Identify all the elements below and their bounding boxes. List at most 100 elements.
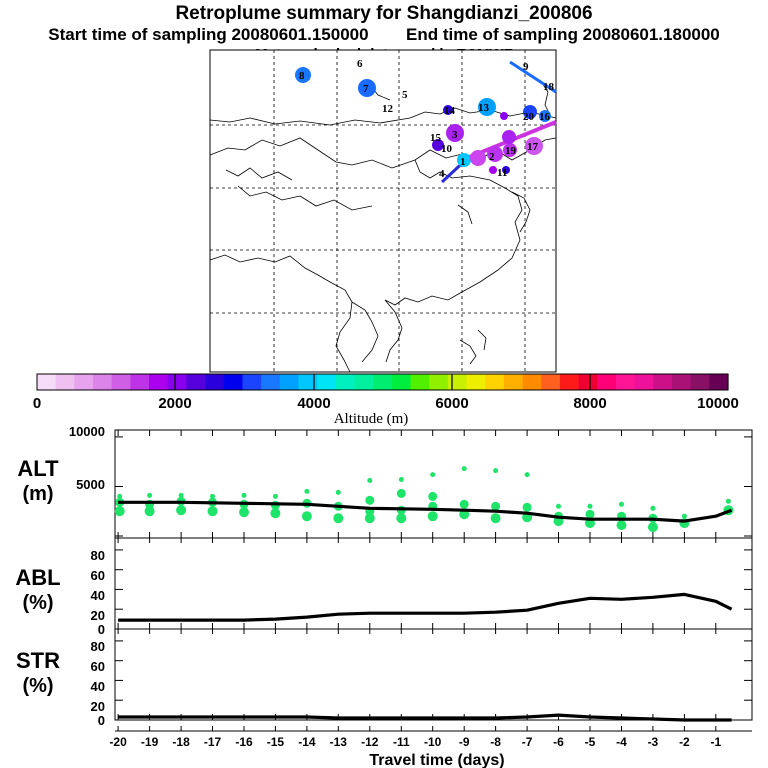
colorbar-cell	[149, 374, 169, 390]
colorbar-cell	[111, 374, 131, 390]
x-tick-label: -15	[267, 735, 285, 749]
colorbar-cell	[597, 374, 617, 390]
alt-scatter-point	[522, 502, 532, 512]
x-tick-label: -8	[490, 735, 501, 749]
centroid-label: 11	[497, 167, 507, 179]
plume-centroids	[295, 67, 551, 174]
alt-scatter-point	[556, 503, 561, 509]
x-tick-label: -5	[585, 735, 596, 749]
alt-scatter-point	[239, 507, 249, 518]
alt-scatter-point	[524, 472, 530, 478]
centroid-marker	[500, 112, 508, 120]
abl-ytick-label: 0	[98, 622, 105, 637]
colorbar-ticks: 0 2000 4000 6000 8000 10000	[33, 395, 739, 412]
coastlines	[209, 79, 557, 373]
colorbar-cell	[186, 374, 206, 390]
colorbar-cell	[578, 374, 598, 390]
centroid-marker	[443, 105, 453, 115]
trajectory-segment-north	[509, 60, 557, 94]
colorbar-tick-label: 2000	[158, 395, 191, 412]
colorbar-cell	[653, 374, 673, 390]
centroid-label: 15	[430, 132, 442, 144]
centroid-marker	[487, 146, 503, 162]
alt-unit: (m)	[22, 483, 53, 505]
str-label: STR	[16, 648, 60, 673]
abl-unit: (%)	[22, 592, 53, 614]
panel-ylabels: ALT (m) ABL (%) STR (%)	[15, 456, 60, 697]
str-panel-frame	[114, 628, 753, 721]
colorbar-cell	[615, 374, 636, 390]
colorbar-cell	[410, 374, 430, 390]
alt-scatter-point	[301, 511, 312, 522]
colorbar-cell	[541, 374, 561, 390]
colorbar-cell	[55, 374, 75, 390]
centroid-label: 6	[357, 58, 363, 70]
map-frame	[209, 49, 557, 373]
alt-scatter-point	[364, 513, 375, 524]
abl-ytick-label: 80	[91, 548, 105, 563]
colorbar-cell	[447, 374, 468, 390]
centroid-marker	[539, 110, 551, 122]
colorbar-cell	[93, 374, 113, 390]
centroid-marker	[470, 150, 486, 166]
centroid-marker	[358, 79, 376, 97]
start-time-label: Start time of sampling 20080601.150000	[48, 25, 369, 44]
abl-series-line	[118, 592, 733, 622]
alt-scatter-point	[396, 488, 406, 498]
colorbar-cell	[671, 374, 692, 390]
str-ytick-label: 0	[98, 713, 105, 728]
centroid-label: 19	[505, 145, 517, 157]
alt-scatter-point	[241, 492, 247, 498]
alt-scatter-point	[396, 513, 407, 524]
colorbar-cell	[354, 374, 374, 390]
colorbar-cell	[522, 374, 542, 390]
colorbar-cell	[485, 374, 505, 390]
alt-scatter-point	[114, 506, 125, 517]
alt-scatter-point	[210, 493, 215, 499]
str-unit: (%)	[22, 675, 53, 697]
alt-scatter-point	[681, 513, 687, 519]
centroid-label: 18	[543, 81, 555, 93]
colorbar-cell	[37, 374, 57, 390]
x-tick-label: -16	[235, 735, 253, 749]
series-lines	[118, 500, 733, 722]
alt-scatter-point	[428, 491, 438, 501]
x-tick-label: -11	[393, 735, 410, 749]
colorbar-cell	[242, 374, 262, 390]
alt-scatter-point	[619, 501, 624, 507]
centroid-label: 8	[299, 70, 305, 82]
colorbar: 0 2000 4000 6000 8000 10000 Altitude (m)	[33, 373, 739, 427]
x-tick-label: -9	[459, 735, 470, 749]
x-tick-label: -18	[172, 735, 190, 749]
alt-scatter-point	[650, 505, 656, 511]
colorbar-tick-label: 10000	[697, 395, 739, 412]
alt-scatter-point	[333, 513, 344, 524]
colorbar-cell	[429, 374, 449, 390]
colorbar-cell	[167, 374, 188, 390]
centroid-labels: 1 2 3 4 5 6 7 8 9 10 11 12 13 14 15 16 1…	[299, 58, 555, 180]
colorbar-cell	[317, 374, 337, 390]
abl-ytick-label: 60	[91, 568, 105, 583]
colorbar-cell	[261, 374, 281, 390]
centroid-label: 9	[523, 61, 529, 73]
centroid-label: 13	[478, 102, 490, 114]
x-tick-label: -10	[424, 735, 442, 749]
alt-scatter-point	[270, 508, 281, 519]
colorbar-tick-label: 6000	[435, 395, 468, 412]
colorbar-cell	[279, 374, 300, 390]
alt-scatter-point	[459, 499, 469, 509]
centroid-label: 4	[439, 168, 445, 180]
colorbar-cells	[37, 374, 729, 390]
colorbar-cell	[130, 374, 150, 390]
alt-scatter-point	[365, 495, 375, 505]
colorbar-cell	[634, 374, 654, 390]
alt-label: ALT	[17, 456, 59, 481]
centroid-label: 20	[523, 111, 535, 123]
y-axis-ticks	[115, 436, 752, 721]
colorbar-cell	[335, 374, 356, 390]
centroid-label: 12	[382, 103, 394, 115]
chart-title: Retroplume summary for Shangdianzi_20080…	[175, 3, 593, 24]
alt-panel-frame	[114, 429, 753, 539]
centroid-label: 2	[489, 151, 495, 163]
